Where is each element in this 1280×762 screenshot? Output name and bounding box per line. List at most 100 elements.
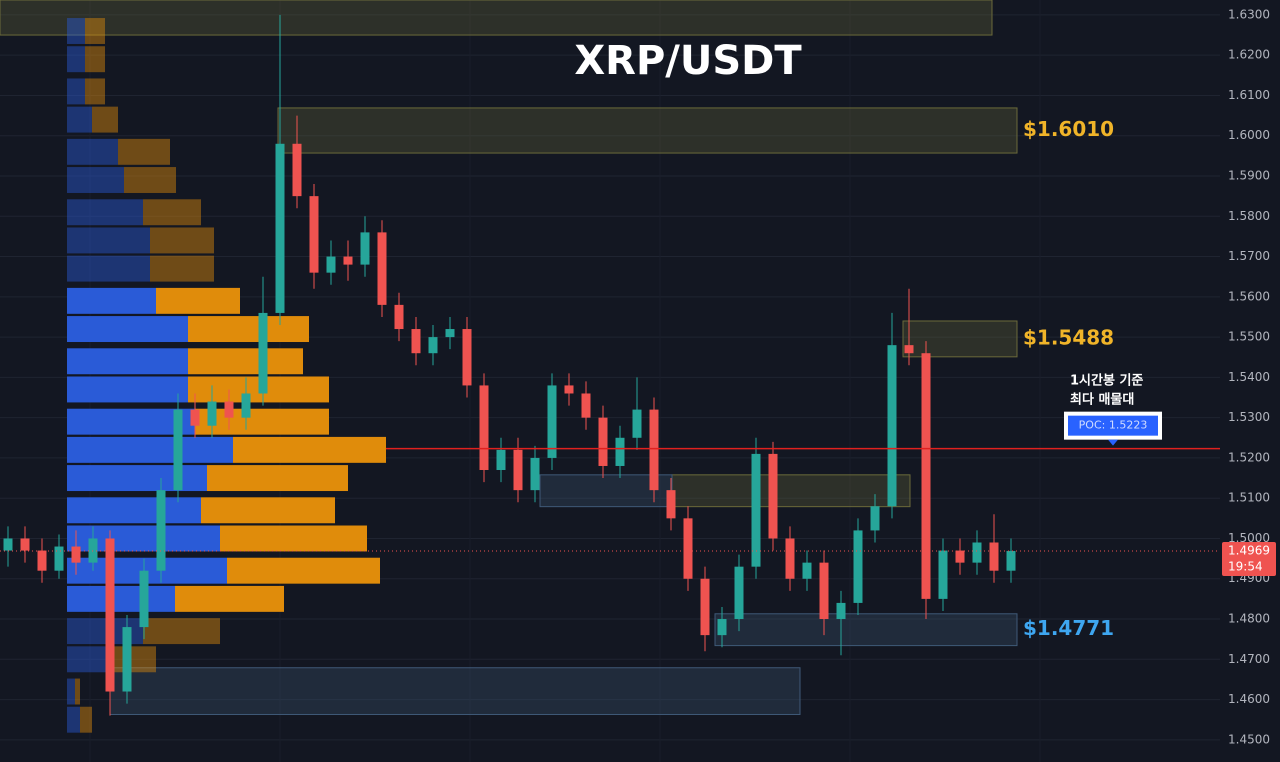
candle-body xyxy=(802,562,812,579)
y-tick-label: 1.4700 xyxy=(1228,652,1270,666)
profile-buy xyxy=(67,678,75,705)
candle-body xyxy=(887,345,897,507)
price-zone xyxy=(671,474,911,508)
profile-buy xyxy=(67,465,207,492)
candle-body xyxy=(972,542,982,563)
annotation: 최다 매물대 xyxy=(1070,392,1134,408)
profile-sell xyxy=(150,255,214,282)
candle-body xyxy=(785,538,795,579)
profile-buy xyxy=(67,167,124,193)
profile-buy xyxy=(67,255,150,282)
profile-buy xyxy=(67,18,85,44)
candle-body xyxy=(139,570,149,628)
annotation: 1시간봉 기준 xyxy=(1070,373,1143,389)
candle-body xyxy=(547,385,557,458)
candle-body xyxy=(241,393,251,418)
profile-buy xyxy=(67,106,92,133)
candle-body xyxy=(224,401,234,418)
profile-sell xyxy=(227,557,380,584)
candle-body xyxy=(394,304,404,330)
candle-body xyxy=(904,345,914,354)
candle-body xyxy=(496,449,506,471)
candle-body xyxy=(921,353,931,599)
candle-body xyxy=(105,538,115,692)
poc-badge xyxy=(1068,415,1158,436)
candle-body xyxy=(173,409,183,491)
profile-sell xyxy=(201,497,335,524)
profile-buy xyxy=(67,376,188,403)
candle-body xyxy=(377,232,387,305)
profile-buy xyxy=(67,436,233,463)
y-tick-label: 1.6200 xyxy=(1228,48,1270,62)
candle-body xyxy=(717,619,727,636)
candle-body xyxy=(666,490,676,519)
y-tick-label: 1.6300 xyxy=(1228,7,1270,21)
price-zone xyxy=(277,107,1018,154)
candle-body xyxy=(819,562,829,620)
y-tick-label: 1.4500 xyxy=(1228,732,1270,746)
profile-sell xyxy=(207,465,348,492)
candle-body xyxy=(853,530,863,603)
profile-buy xyxy=(67,46,85,73)
candle-body xyxy=(428,337,438,354)
y-tick-label: 1.5100 xyxy=(1228,491,1270,505)
candle-body xyxy=(581,393,591,418)
zone-label: $1.4771 xyxy=(1023,616,1114,640)
profile-sell xyxy=(85,18,105,44)
candle-body xyxy=(649,409,659,491)
candle-body xyxy=(258,312,268,394)
profile-sell xyxy=(150,227,214,254)
y-tick-label: 1.4600 xyxy=(1228,692,1270,706)
profile-buy xyxy=(67,287,156,314)
y-tick-label: 1.5500 xyxy=(1228,330,1270,344)
profile-sell xyxy=(75,678,80,705)
zones xyxy=(0,0,1018,715)
profile-sell xyxy=(80,706,92,733)
axis-background xyxy=(1220,0,1280,762)
profile-sell xyxy=(85,46,105,73)
candle-body xyxy=(156,490,166,571)
profile-buy xyxy=(67,706,80,733)
candle-body xyxy=(1006,550,1016,571)
volume-profile xyxy=(67,18,386,733)
profile-buy xyxy=(67,78,85,105)
zone-label: $1.6010 xyxy=(1023,117,1114,141)
profile-buy xyxy=(67,497,201,524)
overlay: $1.6010 $1.5488 $1.4771 POC: 1.5223 1시간봉 기준최… xyxy=(0,117,1220,640)
candle-body xyxy=(513,449,523,491)
profile-buy xyxy=(67,138,118,165)
profile-sell xyxy=(220,525,367,552)
candle-body xyxy=(870,506,880,531)
price-zone xyxy=(714,613,1018,647)
profile-buy xyxy=(67,199,143,226)
profile-sell xyxy=(143,618,220,645)
profile-sell xyxy=(111,646,156,673)
candle-body xyxy=(71,546,81,563)
candle-body xyxy=(479,385,489,471)
candle-body xyxy=(37,550,47,571)
profile-buy xyxy=(67,348,188,375)
profile-sell xyxy=(175,585,284,612)
candle-body xyxy=(3,538,13,551)
y-tick-label: 1.5600 xyxy=(1228,289,1270,303)
profile-buy xyxy=(67,316,188,343)
candle-body xyxy=(768,453,778,539)
profile-sell xyxy=(195,408,329,435)
candles xyxy=(3,14,1016,716)
profile-sell xyxy=(92,106,118,133)
candle-body xyxy=(445,329,455,338)
candle-body xyxy=(343,256,353,265)
price-zone xyxy=(109,667,801,715)
poc-label: POC: 1.5223 xyxy=(1079,419,1148,432)
candle-body xyxy=(955,550,965,563)
price-tag-label: 1.4969 xyxy=(1228,543,1270,557)
poc-pointer xyxy=(1108,439,1118,446)
y-tick-label: 1.5300 xyxy=(1228,410,1270,424)
candle-body xyxy=(20,538,30,551)
y-tick-label: 1.4800 xyxy=(1228,612,1270,626)
candle-body xyxy=(615,437,625,466)
countdown-label: 19:54 xyxy=(1228,559,1263,573)
y-tick-label: 1.5700 xyxy=(1228,249,1270,263)
profile-buy xyxy=(67,585,175,612)
